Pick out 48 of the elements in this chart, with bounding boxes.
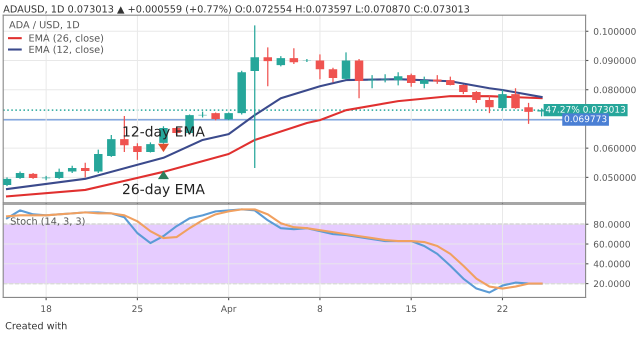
ref-line-label: 47.27% 0.073013 xyxy=(546,106,626,113)
candlestick xyxy=(433,74,442,84)
candlestick xyxy=(420,76,428,89)
chart-title: ADAUSD, 1D 0.073013 ▲ +0.000559 (+0.77%) O:0.072554 H:0.073597 L:0.070870 C:0.073013 xyxy=(3,5,470,14)
line-series xyxy=(6,95,543,198)
candlestick xyxy=(394,72,402,86)
candlestick xyxy=(146,142,155,154)
candlestick xyxy=(290,48,298,65)
candlestick xyxy=(250,24,259,169)
candlestick xyxy=(316,54,324,80)
text: Created with xyxy=(6,322,66,330)
candlestick xyxy=(354,58,364,99)
y-tick-label: 20.0000 xyxy=(594,280,630,288)
candlestick xyxy=(511,88,520,110)
text: Stoch (14, 3, 3) xyxy=(10,217,85,226)
candlestick xyxy=(107,134,116,158)
annotation: 26-day EMA xyxy=(123,184,205,197)
candlestick xyxy=(328,67,338,84)
candlestick xyxy=(94,148,103,174)
x-tick-label: Apr xyxy=(220,305,236,314)
y-tick-label: 0.100000 xyxy=(594,28,636,35)
x-tick-label: 25 xyxy=(132,305,142,312)
y-tick-label: 0.080000 xyxy=(594,86,636,94)
candlestick xyxy=(342,52,350,80)
candlestick xyxy=(276,55,286,67)
candlestick xyxy=(485,94,494,114)
candlestick xyxy=(524,102,533,125)
candlestick xyxy=(459,84,468,95)
legend-label: EMA (12, close) xyxy=(29,46,104,54)
x-tick-label: 22 xyxy=(497,305,508,312)
candlestick xyxy=(472,90,481,104)
y-tick-label: 0.090000 xyxy=(594,57,636,64)
legend-label: EMA (26, close) xyxy=(29,34,104,43)
candlestick xyxy=(264,46,272,87)
candlestick xyxy=(406,73,416,88)
x-tick-label: 8 xyxy=(318,305,322,312)
y-tick-label: 0.060000 xyxy=(594,144,636,152)
x-tick-label: 15 xyxy=(406,305,416,312)
y-tick-label: 40.0000 xyxy=(594,260,630,268)
x-tick-label: 18 xyxy=(41,305,52,312)
ref-line-label: 0.069773 xyxy=(564,115,606,122)
y-tick-label: 0.050000 xyxy=(594,174,636,181)
y-tick-label: 60.0000 xyxy=(594,240,630,248)
candlestick xyxy=(54,168,64,180)
y-tick-label: 80.0000 xyxy=(594,220,630,228)
text: ADA / USD, 1D xyxy=(9,21,80,30)
candlestick xyxy=(133,142,142,160)
candlestick xyxy=(81,162,90,178)
